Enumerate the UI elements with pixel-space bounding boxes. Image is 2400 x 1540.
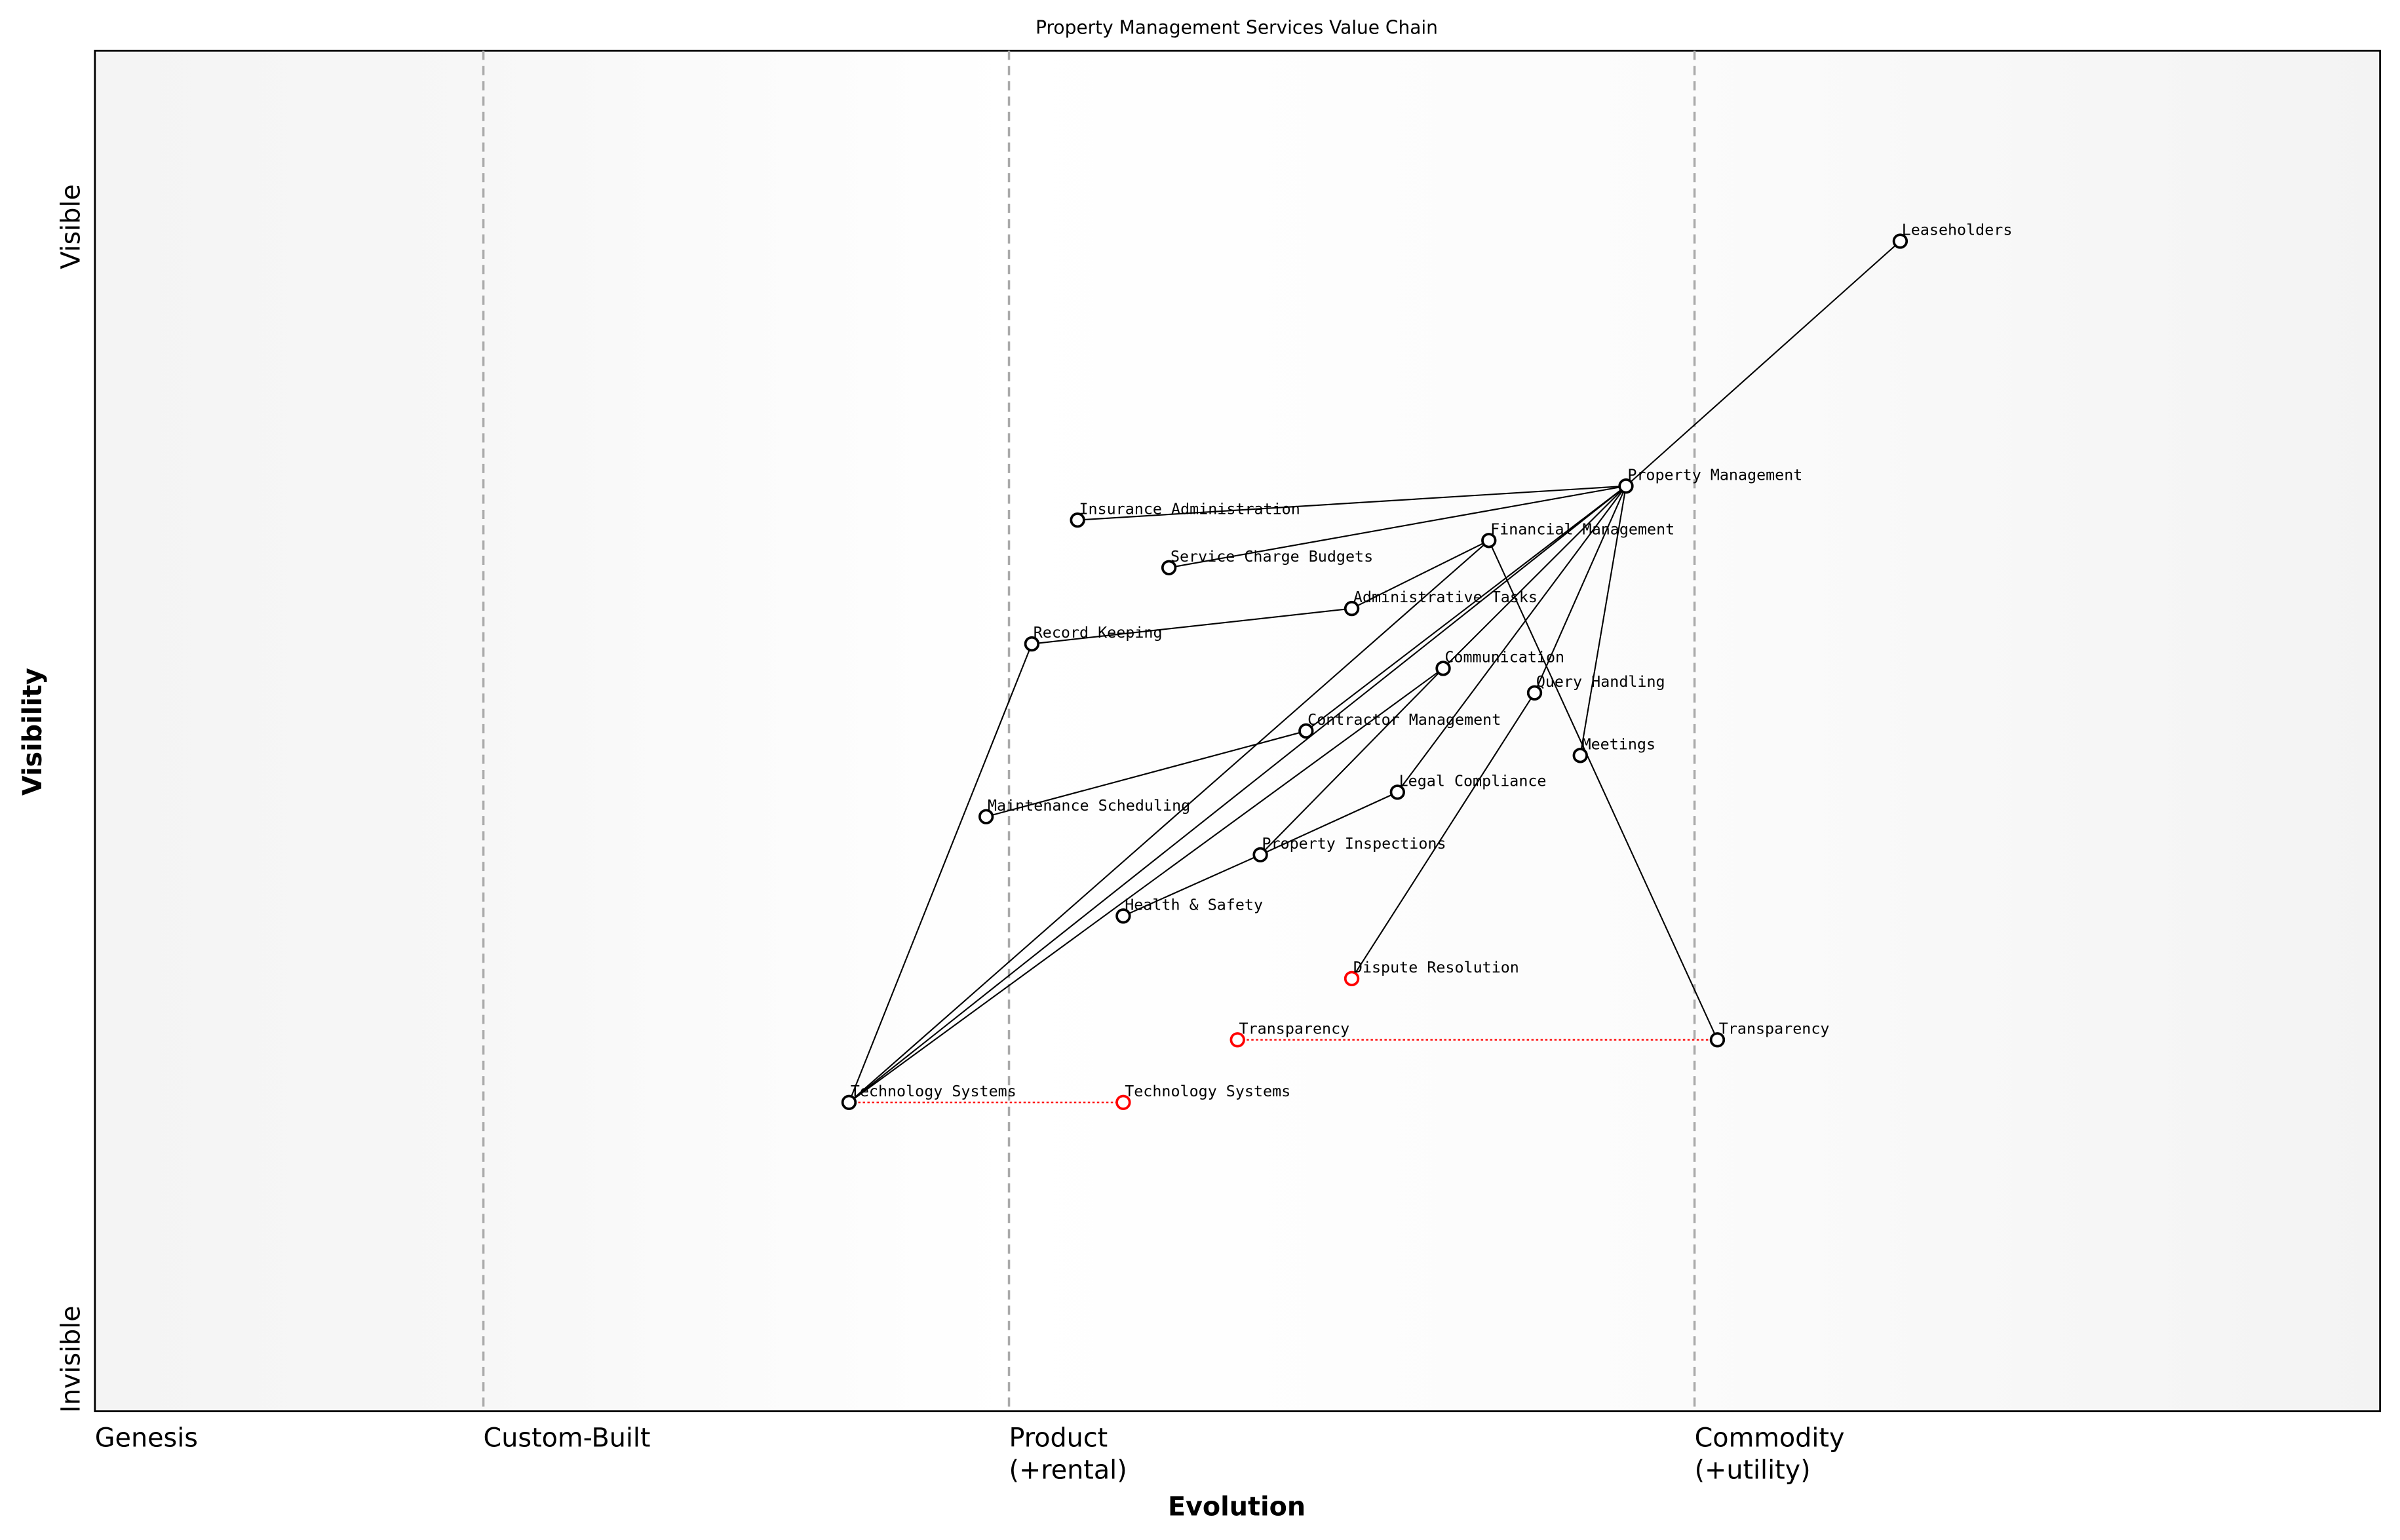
- dependency-link: [986, 730, 1307, 818]
- dependency-link: [1306, 485, 1627, 732]
- components: Leaseholders Property Management Insurance…: [841, 221, 2013, 1110]
- component-ts_new[interactable]: Technology Systems: [1115, 1082, 1290, 1110]
- x-axis-label: Evolution: [1168, 1492, 1306, 1522]
- dependency-link: [1260, 791, 1398, 856]
- component-node[interactable]: [1709, 1032, 1726, 1048]
- component-qh[interactable]: Query Handling: [1526, 672, 1665, 701]
- dependency-link: [1123, 854, 1261, 917]
- component-hs[interactable]: Health & Safety: [1115, 895, 1263, 924]
- component-node[interactable]: [1435, 661, 1451, 676]
- component-rk[interactable]: Record Keeping: [1024, 623, 1163, 652]
- component-label: Health & Safety: [1125, 895, 1263, 914]
- dependency-link: [1077, 485, 1627, 521]
- component-label: Insurance Administration: [1079, 499, 1300, 518]
- dependency-link: [1351, 539, 1490, 609]
- component-label: Technology Systems: [1125, 1082, 1290, 1100]
- component-node[interactable]: [978, 809, 994, 824]
- component-tr_new[interactable]: Transparency: [1229, 1019, 1350, 1048]
- component-tr[interactable]: Transparency: [1709, 1019, 1830, 1048]
- stage-label: Custom-Built: [484, 1423, 651, 1453]
- dependency-link: [848, 644, 1033, 1103]
- component-label: Technology Systems: [851, 1082, 1016, 1100]
- component-node[interactable]: [841, 1094, 857, 1110]
- stage-sublabel: (+rental): [1009, 1455, 1127, 1485]
- dependency-link: [1032, 607, 1352, 645]
- component-node[interactable]: [1229, 1032, 1245, 1048]
- component-node[interactable]: [1344, 971, 1360, 986]
- stage-label: Commodity: [1695, 1423, 1845, 1453]
- component-node[interactable]: [1344, 600, 1360, 617]
- stage-sublabel: (+utility): [1695, 1455, 1811, 1485]
- dependency-link: [1260, 668, 1444, 856]
- component-label: Leaseholders: [1902, 221, 2013, 239]
- component-node[interactable]: [1481, 533, 1497, 549]
- dependency-link: [1488, 540, 1718, 1041]
- component-node[interactable]: [1892, 233, 1908, 249]
- component-lc[interactable]: Legal Compliance: [1389, 772, 1547, 800]
- evolution-links: [849, 1039, 1718, 1104]
- y-axis-label: Visibility: [18, 668, 48, 796]
- component-pm[interactable]: Property Management: [1618, 465, 1802, 494]
- component-fm[interactable]: Financial Management: [1481, 520, 1674, 549]
- component-label: Query Handling: [1536, 672, 1665, 691]
- component-label: Dispute Resolution: [1353, 958, 1519, 976]
- y-axis-top-label: Visible: [56, 184, 86, 269]
- chart-title: Property Management Services Value Chain: [1035, 17, 1438, 39]
- component-ts[interactable]: Technology Systems: [841, 1082, 1016, 1110]
- component-meet[interactable]: Meetings: [1572, 735, 1655, 763]
- component-dr[interactable]: Dispute Resolution: [1344, 958, 1519, 986]
- component-node[interactable]: [1024, 636, 1040, 652]
- component-ins[interactable]: Insurance Administration: [1070, 499, 1300, 528]
- component-node[interactable]: [1618, 478, 1634, 494]
- component-label: Transparency: [1239, 1019, 1350, 1037]
- dependency-link: [848, 539, 1490, 1104]
- dependency-link: [1169, 485, 1627, 569]
- dependency-link: [1397, 486, 1627, 793]
- component-label: Contractor Management: [1307, 710, 1501, 729]
- component-leaseholders[interactable]: Leaseholders: [1892, 221, 2013, 249]
- component-node[interactable]: [1161, 560, 1177, 575]
- component-label: Administrative Tasks: [1353, 588, 1538, 606]
- component-pi[interactable]: Property Inspections: [1252, 834, 1446, 863]
- component-node[interactable]: [1298, 723, 1314, 739]
- component-node[interactable]: [1526, 685, 1543, 701]
- dependency-link: [1625, 241, 1901, 487]
- component-label: Property Inspections: [1262, 834, 1446, 853]
- component-ms[interactable]: Maintenance Scheduling: [978, 796, 1190, 824]
- stage-label: Product: [1009, 1423, 1108, 1453]
- component-scb[interactable]: Service Charge Budgets: [1161, 547, 1373, 575]
- component-label: Meetings: [1582, 735, 1655, 753]
- dependency-link: [1579, 486, 1627, 756]
- component-label: Communication: [1444, 648, 1564, 666]
- plot-area: [94, 49, 2382, 1412]
- component-node[interactable]: [1115, 1094, 1131, 1110]
- component-label: Service Charge Budgets: [1171, 547, 1373, 566]
- dependency-links: [848, 241, 1901, 1104]
- component-adm[interactable]: Administrative Tasks: [1344, 588, 1538, 617]
- y-axis-bottom-label: Invisible: [56, 1305, 86, 1413]
- component-node[interactable]: [1070, 512, 1085, 528]
- component-node[interactable]: [1572, 748, 1588, 763]
- component-label: Property Management: [1627, 465, 1802, 484]
- stage-label: Genesis: [95, 1423, 198, 1453]
- component-node[interactable]: [1389, 784, 1405, 800]
- component-label: Transparency: [1719, 1019, 1830, 1037]
- component-label: Legal Compliance: [1399, 772, 1547, 790]
- stage-lines: [482, 50, 1696, 1412]
- component-comm[interactable]: Communication: [1435, 648, 1564, 676]
- dependency-link: [1442, 485, 1627, 669]
- dependency-link: [848, 485, 1627, 1104]
- component-label: Maintenance Scheduling: [988, 796, 1190, 815]
- component-label: Financial Management: [1490, 520, 1674, 538]
- dependency-link: [848, 668, 1444, 1104]
- dependency-link: [1351, 692, 1536, 979]
- component-node[interactable]: [1252, 847, 1268, 863]
- component-label: Record Keeping: [1034, 623, 1163, 642]
- component-cm[interactable]: Contractor Management: [1298, 710, 1501, 739]
- component-node[interactable]: [1115, 908, 1131, 924]
- dependency-link: [1534, 486, 1627, 693]
